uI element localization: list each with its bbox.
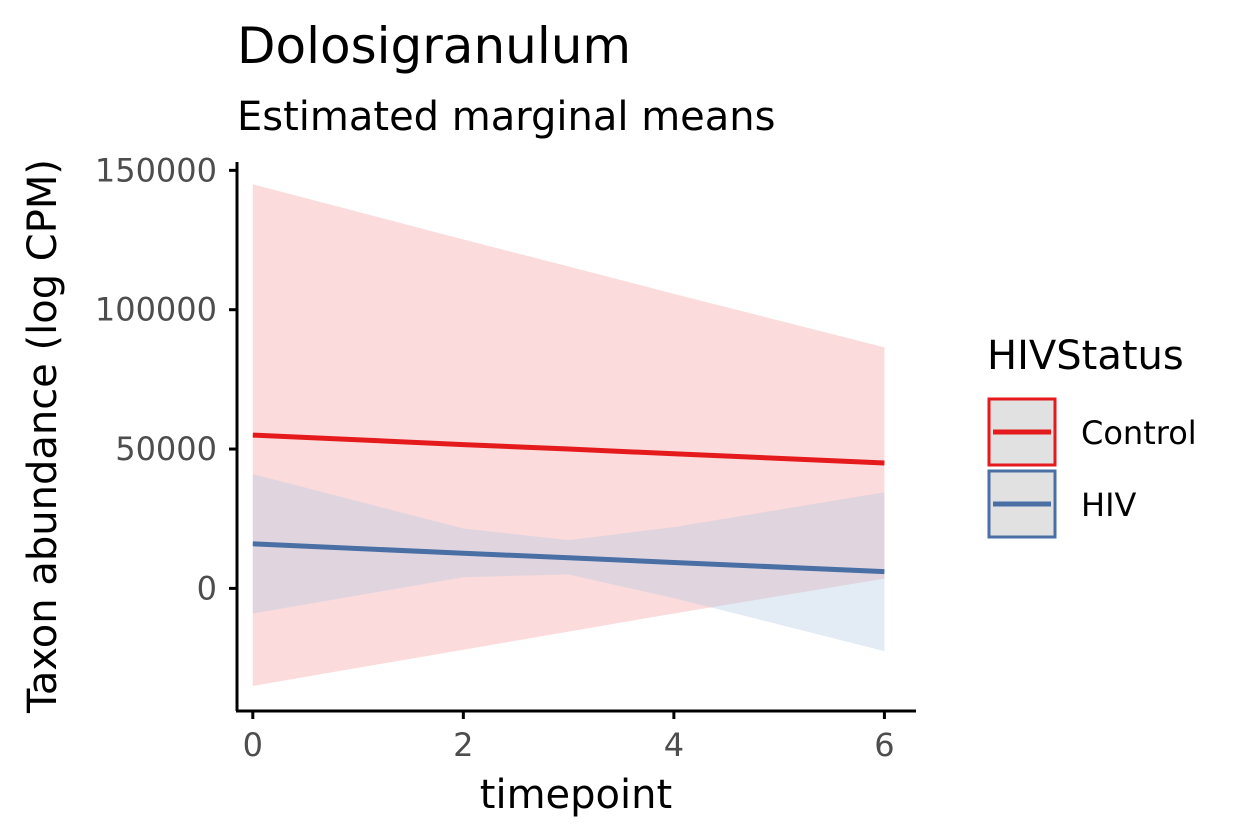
x-tick-label: 6: [874, 726, 894, 764]
x-tick-label: 0: [243, 726, 263, 764]
y-tick-label: 50000: [115, 430, 217, 468]
x-tick-label: 4: [664, 726, 684, 764]
ci-ribbon-hiv: [252, 474, 885, 652]
legend-title: HIVStatus: [987, 333, 1184, 379]
y-tick-label: 0: [197, 569, 217, 607]
legend-label: HIV: [1081, 486, 1137, 524]
series-line-control: [252, 432, 885, 466]
ribbon-layer: [252, 184, 885, 686]
legend-label: Control: [1081, 414, 1197, 452]
x-axis-title: timepoint: [480, 772, 672, 818]
legend-item-hiv: HIV: [987, 469, 1137, 539]
line-layer: [252, 432, 885, 575]
series-line-hiv: [252, 541, 885, 575]
y-axis-title: Taxon abundance (log CPM): [20, 159, 66, 714]
chart-title: Dolosigranulum: [237, 17, 631, 75]
legend-item-control: Control: [987, 397, 1197, 467]
y-ticks: 0 50000 100000 150000: [95, 151, 237, 607]
x-ticks: 0 2 4 6: [243, 711, 895, 764]
axes: [235, 162, 916, 713]
ci-ribbon-control: [252, 184, 885, 686]
x-tick-label: 2: [453, 726, 473, 764]
y-tick-label: 150000: [95, 151, 217, 189]
y-tick-label: 100000: [95, 291, 217, 329]
chart-subtitle: Estimated marginal means: [237, 94, 775, 140]
legend: HIVStatus Control HIV: [987, 333, 1197, 539]
